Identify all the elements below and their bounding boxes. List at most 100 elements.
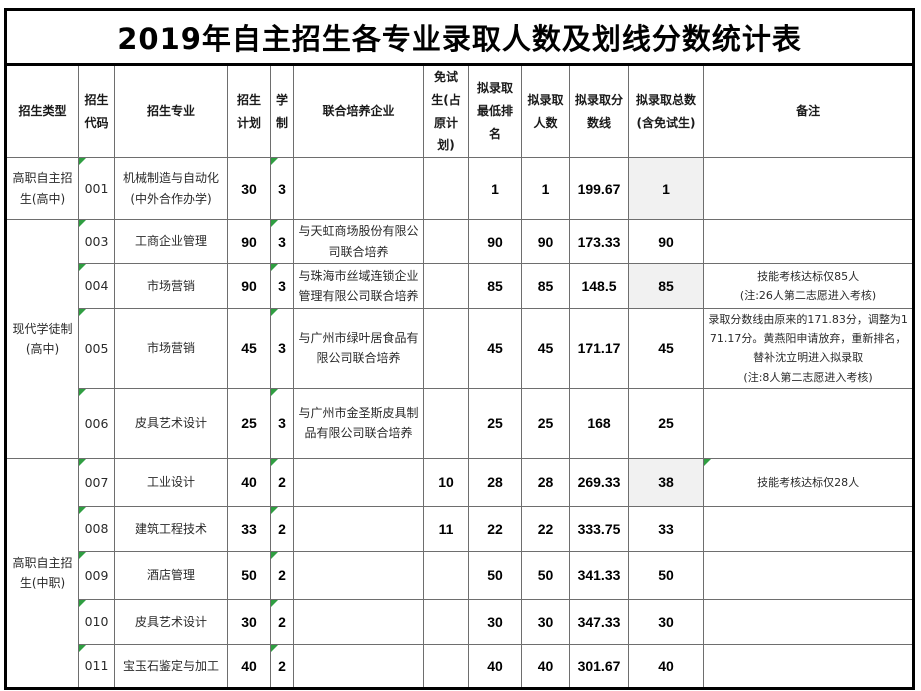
row-group-label: 高职自主招生(中职) [5, 457, 79, 689]
cell-major: 酒店管理 [114, 550, 228, 600]
cell-duration: 2 [270, 505, 294, 552]
table-row: 2019年自主招生各专业录取人数及划线分数统计表 [5, 9, 914, 66]
cell-score-line: 173.33 [569, 219, 629, 264]
excel-error-indicator-icon [79, 507, 86, 514]
cell-remark: 录取分数线由原来的171.83分，调整为171.17分。黄燕阳申请放弃，重新排名… [702, 307, 915, 389]
cell-enterprise: 与广州市金圣斯皮具制品有限公司联合培养 [293, 387, 424, 459]
cell-admit-count: 40 [521, 643, 570, 689]
cell-min-rank: 50 [468, 550, 522, 600]
cell-enterprise [293, 550, 424, 600]
col-header-code: 招生代码 [78, 63, 115, 159]
cell-score-line: 199.67 [569, 157, 629, 221]
excel-error-indicator-icon [271, 220, 278, 228]
cell-enterprise [293, 643, 424, 689]
cell-score-line: 347.33 [569, 598, 629, 645]
cell-exempt [423, 219, 469, 264]
cell-total: 50 [628, 550, 704, 600]
cell-total: 45 [628, 307, 704, 389]
cell-remark: 技能考核达标仅28人 [702, 457, 915, 507]
cell-code: 006 [78, 387, 115, 459]
cell-admit-count: 1 [521, 157, 570, 221]
col-header-total: 拟录取总数(含免试生) [628, 63, 704, 159]
cell-remark [702, 219, 915, 264]
excel-error-indicator-icon [271, 600, 278, 607]
cell-admit-count: 85 [521, 262, 570, 309]
cell-min-rank: 28 [468, 457, 522, 507]
cell-major: 工商企业管理 [114, 219, 228, 264]
cell-total: 38 [628, 457, 704, 507]
page-title: 2019年自主招生各专业录取人数及划线分数统计表 [5, 9, 914, 66]
table-row: 高职自主招生(中职) 007 工业设计 40 2 10 28 28 269.33… [5, 457, 915, 689]
cell-duration: 3 [270, 157, 294, 221]
cell-remark [702, 505, 915, 552]
cell-score-line: 301.67 [569, 643, 629, 689]
table-row: 011 宝玉石鉴定与加工 40 2 40 40 301.67 40 [6, 643, 915, 689]
cell-min-rank: 30 [468, 598, 522, 645]
excel-error-indicator-icon [271, 552, 278, 559]
cell-admit-count: 25 [521, 387, 570, 459]
cell-exempt [423, 262, 469, 309]
cell-exempt [423, 550, 469, 600]
cell-score-line: 333.75 [569, 505, 629, 552]
table-row: 006 皮具艺术设计 25 3 与广州市金圣斯皮具制品有限公司联合培养 25 2… [6, 387, 915, 459]
excel-error-indicator-icon [79, 309, 86, 316]
table-row: 009 酒店管理 50 2 50 50 341.33 50 [6, 550, 915, 600]
cell-duration: 2 [270, 643, 294, 689]
cell-major: 皮具艺术设计 [114, 598, 228, 645]
cell-enterprise: 与天虹商场股份有限公司联合培养 [293, 219, 424, 264]
cell-admit-count: 30 [521, 598, 570, 645]
cell-duration: 3 [270, 219, 294, 264]
cell-exempt [423, 157, 469, 221]
cell-plan: 30 [227, 598, 271, 645]
cell-code: 008 [78, 505, 115, 552]
cell-duration: 3 [270, 262, 294, 309]
col-header-type: 招生类型 [5, 63, 79, 159]
excel-error-indicator-icon [79, 600, 86, 607]
table-row: 现代学徒制(高中) 003 工商企业管理 90 3 与天虹商场股份有限公司联合培… [5, 219, 915, 459]
cell-plan: 90 [227, 262, 271, 309]
col-header-score-line: 拟录取分数线 [569, 63, 629, 159]
cell-min-rank: 45 [468, 307, 522, 389]
table-row: 010 皮具艺术设计 30 2 30 30 347.33 30 [6, 598, 915, 645]
cell-plan: 40 [227, 457, 271, 507]
excel-error-indicator-icon [79, 220, 86, 228]
cell-major: 市场营销 [114, 307, 228, 389]
cell-score-line: 148.5 [569, 262, 629, 309]
col-header-min-rank: 拟录取最低排名 [468, 63, 522, 159]
excel-error-indicator-icon [271, 459, 278, 466]
cell-plan: 40 [227, 643, 271, 689]
excel-error-indicator-icon [79, 552, 86, 559]
cell-total: 25 [628, 387, 704, 459]
cell-total: 40 [628, 643, 704, 689]
cell-enterprise [293, 157, 424, 221]
cell-enterprise: 与珠海市丝域连锁企业管理有限公司联合培养 [293, 262, 424, 309]
table-row: 005 市场营销 45 3 与广州市绿叶居食品有限公司联合培养 45 45 17… [6, 307, 915, 389]
excel-error-indicator-icon [271, 507, 278, 514]
cell-total: 1 [628, 157, 704, 221]
col-header-remark: 备注 [702, 63, 915, 159]
cell-code: 003 [78, 219, 115, 264]
cell-code: 010 [78, 598, 115, 645]
cell-remark [702, 643, 915, 689]
cell-plan: 33 [227, 505, 271, 552]
cell-admit-count: 28 [521, 457, 570, 507]
cell-total: 33 [628, 505, 704, 552]
cell-code: 009 [78, 550, 115, 600]
cell-min-rank: 40 [468, 643, 522, 689]
cell-min-rank: 85 [468, 262, 522, 309]
cell-code: 011 [78, 643, 115, 689]
cell-duration: 2 [270, 550, 294, 600]
col-header-major: 招生专业 [114, 63, 228, 159]
cell-duration: 2 [270, 598, 294, 645]
cell-remark: 技能考核达标仅85人 (注:26人第二志愿进入考核) [702, 262, 915, 309]
table-row: 008 建筑工程技术 33 2 11 22 22 333.75 33 [6, 505, 915, 552]
cell-major: 工业设计 [114, 457, 228, 507]
cell-code: 005 [78, 307, 115, 389]
cell-total: 85 [628, 262, 704, 309]
cell-exempt [423, 643, 469, 689]
excel-error-indicator-icon [79, 389, 86, 396]
col-header-enterprise: 联合培养企业 [293, 63, 424, 159]
cell-exempt [423, 307, 469, 389]
row-group-label: 现代学徒制(高中) [5, 219, 79, 459]
